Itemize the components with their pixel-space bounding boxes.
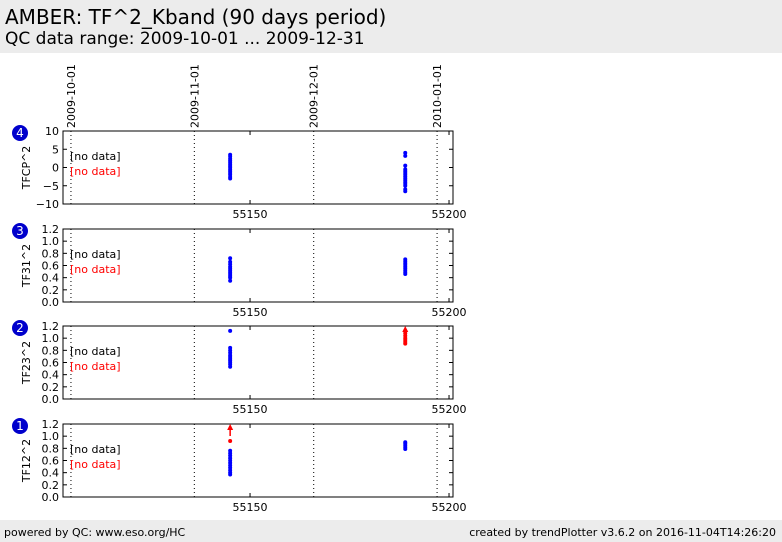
x-tick-label: 55150 [233, 501, 268, 514]
no-data-label-red: [no data] [70, 263, 121, 276]
top-date-tick-label: 2010-01-01 [431, 64, 444, 128]
data-point [403, 183, 408, 188]
plot-frame [62, 130, 454, 205]
page-title: AMBER: TF^2_Kband (90 days period) [5, 5, 387, 29]
y-tick-label: 0.6 [42, 455, 60, 468]
data-point [403, 163, 408, 168]
footer-created-by: created by trendPlotter v3.6.2 on 2016-1… [469, 526, 776, 539]
y-tick-label: 0.0 [42, 296, 60, 309]
panel-1: 1.21.00.80.60.40.20.0 55150 55200 TF12^2 1 [n… [12, 418, 467, 514]
y-tick-label: 0.2 [42, 284, 60, 297]
y-tick-label: 1.2 [42, 418, 60, 431]
panel-number-badge [12, 223, 28, 239]
top-date-tick-label: 2009-10-01 [65, 64, 78, 128]
panel-number: 4 [16, 126, 24, 140]
panel-number-badge [12, 418, 28, 434]
y-axis-label: TF12^2 [20, 439, 33, 483]
y-tick-label: 0.8 [42, 247, 60, 260]
no-data-label: [no data] [70, 345, 121, 358]
y-tick-label: 0.4 [42, 467, 60, 480]
y-tick-label: 1.0 [42, 235, 60, 248]
data-point [228, 256, 233, 261]
x-tick-label: 55200 [432, 208, 467, 221]
data-point [403, 150, 408, 155]
x-tick-label: 55200 [432, 501, 467, 514]
y-tick-label: 0.4 [42, 369, 60, 382]
y-tick-label: 0.2 [42, 381, 60, 394]
x-tick-label: 55150 [233, 306, 268, 319]
no-data-label-red: [no data] [70, 360, 121, 373]
y-tick-label: 1.2 [42, 320, 60, 333]
y-tick-label: 10 [45, 125, 59, 138]
data-point [403, 341, 408, 346]
y-tick-label: 1.2 [42, 223, 60, 236]
overflow-arrow-head [227, 424, 234, 430]
data-point [228, 278, 233, 283]
y-tick-label: 0.0 [42, 393, 60, 406]
y-tick-label: 1.0 [42, 332, 60, 345]
plot-frame [62, 228, 454, 303]
panel-3: 1.21.00.80.60.40.20.0 55150 55200 TF31^2 3 [n… [12, 223, 467, 319]
panel-number: 2 [16, 321, 24, 335]
data-point [403, 446, 408, 451]
data-point [228, 275, 233, 280]
y-tick-label: 1.0 [42, 430, 60, 443]
y-axis-label: TFCP^2 [20, 146, 33, 191]
page-subtitle: QC data range: 2009-10-01 ... 2009-12-31 [5, 29, 365, 49]
no-data-label: [no data] [70, 443, 121, 456]
x-tick-label: 55200 [432, 403, 467, 416]
x-tick-label: 55150 [233, 208, 268, 221]
data-point [403, 272, 408, 277]
y-tick-label: −10 [36, 198, 59, 211]
data-point [228, 176, 233, 181]
y-tick-label: 0.0 [42, 491, 60, 504]
footer-bar: powered by QC: www.eso.org/HC created by… [0, 520, 782, 542]
data-point [228, 472, 233, 477]
panel-number: 3 [16, 224, 24, 238]
data-point [228, 364, 233, 369]
no-data-label-red: [no data] [70, 458, 121, 471]
data-point [403, 153, 408, 158]
y-axis-label: TF31^2 [20, 244, 33, 288]
y-tick-label: 5 [52, 143, 59, 156]
plot-frame [62, 423, 454, 498]
panel-number-badge [12, 125, 28, 141]
top-date-tick-label: 2009-12-01 [308, 64, 321, 128]
y-tick-label: 0 [52, 162, 59, 175]
y-tick-label: 0.8 [42, 442, 60, 455]
y-tick-label: 0.6 [42, 357, 60, 370]
panel-number: 1 [16, 419, 24, 433]
top-date-tick-label: 2009-11-01 [188, 64, 201, 128]
data-point [228, 439, 233, 444]
panel-number-badge [12, 320, 28, 336]
plot-frame [62, 325, 454, 400]
x-tick-label: 55200 [432, 306, 467, 319]
data-point [228, 328, 233, 333]
y-tick-label: 0.8 [42, 344, 60, 357]
no-data-label: [no data] [70, 248, 121, 261]
y-axis-label: TF23^2 [20, 341, 33, 385]
panel-2: 1.21.00.80.60.40.20.0 55150 55200 TF23^2 2 [n… [12, 320, 467, 416]
footer-powered-by: powered by QC: www.eso.org/HC [4, 526, 186, 539]
no-data-label: [no data] [70, 150, 121, 163]
panel-4: 10 5 0 −5 −10 55150 55200 TFCP^2 4 [no data] [no d… [12, 125, 467, 221]
y-tick-label: 0.4 [42, 272, 60, 285]
overflow-arrow-head [402, 326, 409, 332]
y-tick-label: 0.2 [42, 479, 60, 492]
header-bar: AMBER: TF^2_Kband (90 days period) QC da… [0, 0, 782, 53]
y-tick-label: 0.6 [42, 260, 60, 273]
x-tick-label: 55150 [233, 403, 268, 416]
data-point [403, 189, 408, 194]
y-tick-label: −5 [43, 180, 59, 193]
no-data-label-red: [no data] [70, 165, 121, 178]
